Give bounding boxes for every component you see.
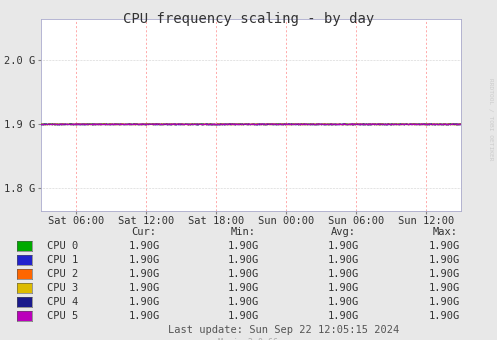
Text: 1.90G: 1.90G	[129, 311, 160, 321]
Text: Max:: Max:	[432, 227, 457, 237]
Text: CPU frequency scaling - by day: CPU frequency scaling - by day	[123, 12, 374, 26]
Text: 1.90G: 1.90G	[429, 297, 460, 307]
Text: 1.90G: 1.90G	[429, 283, 460, 293]
Text: CPU 4: CPU 4	[47, 297, 79, 307]
Text: 1.90G: 1.90G	[429, 269, 460, 279]
Text: CPU 3: CPU 3	[47, 283, 79, 293]
Text: Min:: Min:	[231, 227, 256, 237]
Text: 1.90G: 1.90G	[328, 255, 358, 265]
Text: 1.90G: 1.90G	[129, 269, 160, 279]
Y-axis label: Hz: Hz	[0, 108, 1, 121]
Text: Cur:: Cur:	[132, 227, 157, 237]
Text: 1.90G: 1.90G	[328, 283, 358, 293]
Text: 1.90G: 1.90G	[228, 283, 259, 293]
Text: 1.90G: 1.90G	[328, 241, 358, 251]
Text: RRDTOOL / TOBI OETIKER: RRDTOOL / TOBI OETIKER	[489, 78, 494, 160]
Text: 1.90G: 1.90G	[228, 269, 259, 279]
Text: Munin 2.0.66: Munin 2.0.66	[219, 338, 278, 340]
Text: 1.90G: 1.90G	[129, 241, 160, 251]
Text: 1.90G: 1.90G	[328, 297, 358, 307]
Text: CPU 5: CPU 5	[47, 311, 79, 321]
Text: 1.90G: 1.90G	[228, 255, 259, 265]
Text: CPU 2: CPU 2	[47, 269, 79, 279]
Text: 1.90G: 1.90G	[228, 241, 259, 251]
Text: Last update: Sun Sep 22 12:05:15 2024: Last update: Sun Sep 22 12:05:15 2024	[167, 325, 399, 335]
Text: 1.90G: 1.90G	[228, 297, 259, 307]
Text: 1.90G: 1.90G	[429, 255, 460, 265]
Text: Avg:: Avg:	[331, 227, 355, 237]
Text: 1.90G: 1.90G	[228, 311, 259, 321]
Text: 1.90G: 1.90G	[129, 283, 160, 293]
Text: 1.90G: 1.90G	[129, 297, 160, 307]
Text: 1.90G: 1.90G	[129, 255, 160, 265]
Text: CPU 0: CPU 0	[47, 241, 79, 251]
Text: CPU 1: CPU 1	[47, 255, 79, 265]
Text: 1.90G: 1.90G	[328, 269, 358, 279]
Text: 1.90G: 1.90G	[429, 241, 460, 251]
Text: 1.90G: 1.90G	[429, 311, 460, 321]
Text: 1.90G: 1.90G	[328, 311, 358, 321]
